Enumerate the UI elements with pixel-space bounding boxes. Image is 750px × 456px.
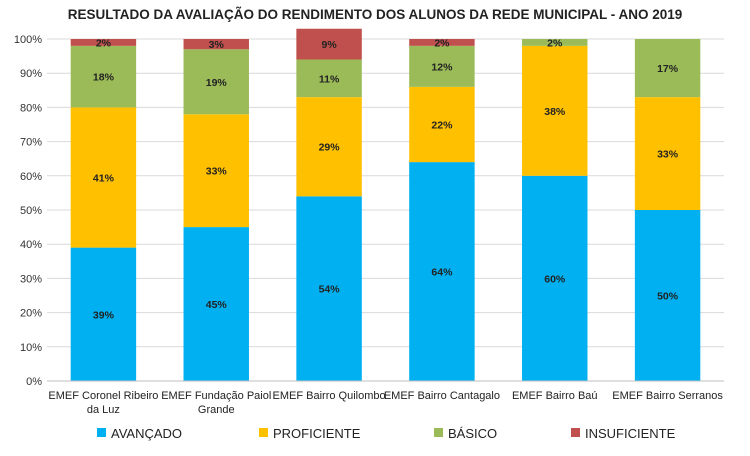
data-label: 41%	[93, 173, 115, 185]
data-label: 39%	[93, 309, 115, 321]
data-labels: 39% 41% 18% 2% 45% 33% 19% 3% 54% 29% 11% 9% 64% 22% 1…	[93, 37, 679, 321]
bar-segment	[70, 45, 137, 108]
y-tick-label: 0%	[26, 376, 42, 388]
data-label: 33%	[657, 149, 679, 161]
bar-segment	[409, 86, 475, 163]
legend-swatch	[259, 428, 268, 437]
data-label: 3%	[209, 39, 225, 51]
data-label: 18%	[93, 72, 115, 84]
bar-segment	[522, 175, 588, 381]
data-label: 11%	[319, 73, 340, 85]
y-tick-label: 50%	[20, 205, 42, 217]
x-tick-label: EMEF Coronel Ribeiro	[48, 390, 158, 402]
bar-segment	[183, 114, 249, 228]
legend-label: BÁSICO	[448, 426, 497, 441]
y-tick-label: 30%	[20, 273, 42, 285]
x-tick-label: EMEF Fundação Paiol	[161, 390, 271, 402]
x-tick-label: da Luz	[87, 404, 120, 416]
data-label: 54%	[319, 284, 341, 296]
bars	[70, 28, 701, 381]
legend-swatch	[571, 428, 580, 437]
legend-swatch	[434, 428, 443, 437]
data-label: 12%	[431, 61, 453, 73]
y-tick-label: 40%	[20, 239, 42, 251]
data-label: 9%	[321, 39, 337, 51]
bar-segment	[70, 247, 137, 381]
x-tick-label: EMEF Bairro Quilombo	[273, 390, 386, 402]
y-tick-label: 20%	[20, 308, 42, 320]
bar-segment	[183, 227, 249, 381]
bar-segment	[296, 28, 362, 60]
y-tick-label: 80%	[20, 102, 42, 114]
y-tick-label: 10%	[20, 342, 42, 354]
legend-label: PROFICIENTE	[273, 426, 361, 441]
x-tick-label: EMEF Bairro Serranos	[612, 390, 723, 402]
data-label: 17%	[657, 63, 679, 75]
data-label: 50%	[657, 291, 679, 303]
gridlines	[47, 38, 724, 382]
bar-segment	[522, 39, 588, 46]
axes: 0% 10% 20% 30% 40% 50% 60% 70% 80% 90% 100% EMEF Co…	[14, 34, 724, 416]
data-label: 64%	[431, 267, 453, 279]
chart-title: RESULTADO DA AVALIAÇÃO DO RENDIMENTO DOS…	[68, 7, 683, 22]
data-label: 33%	[206, 166, 228, 178]
bar-segment	[634, 210, 701, 381]
legend-label: INSUFICIENTE	[585, 426, 676, 441]
x-tick-label: EMEF Bairro Baú	[512, 390, 598, 402]
bar-segment	[409, 162, 475, 381]
bar-segment	[634, 97, 701, 210]
x-tick-label: EMEF Bairro Cantagalo	[384, 390, 500, 402]
y-tick-label: 90%	[20, 68, 42, 80]
y-tick-label: 100%	[14, 34, 42, 46]
legend: AVANÇADO PROFICIENTE BÁSICO INSUFICIENTE	[97, 426, 676, 441]
x-tick-label: Grande	[198, 404, 235, 416]
bar-segment	[409, 39, 475, 46]
data-label: 29%	[319, 142, 341, 154]
bar-segment	[522, 45, 588, 176]
y-tick-label: 60%	[20, 171, 42, 183]
data-label: 2%	[547, 37, 563, 49]
data-label: 19%	[206, 77, 228, 89]
bar-segment	[634, 39, 701, 98]
bar-segment	[296, 59, 362, 98]
legend-swatch	[97, 428, 106, 437]
bar-segment	[409, 45, 475, 87]
data-label: 45%	[206, 299, 228, 311]
bar-segment	[70, 39, 137, 46]
bar-segment	[296, 196, 362, 381]
data-label: 38%	[544, 106, 566, 118]
bar-segment	[183, 39, 249, 50]
bar-segment	[296, 97, 362, 197]
legend-label: AVANÇADO	[111, 426, 182, 441]
data-label: 22%	[431, 120, 453, 132]
bar-segment	[183, 49, 249, 115]
y-tick-label: 70%	[20, 137, 42, 149]
data-label: 60%	[544, 273, 566, 285]
data-label: 2%	[434, 37, 450, 49]
data-label: 2%	[96, 37, 112, 49]
bar-segment	[70, 107, 137, 248]
